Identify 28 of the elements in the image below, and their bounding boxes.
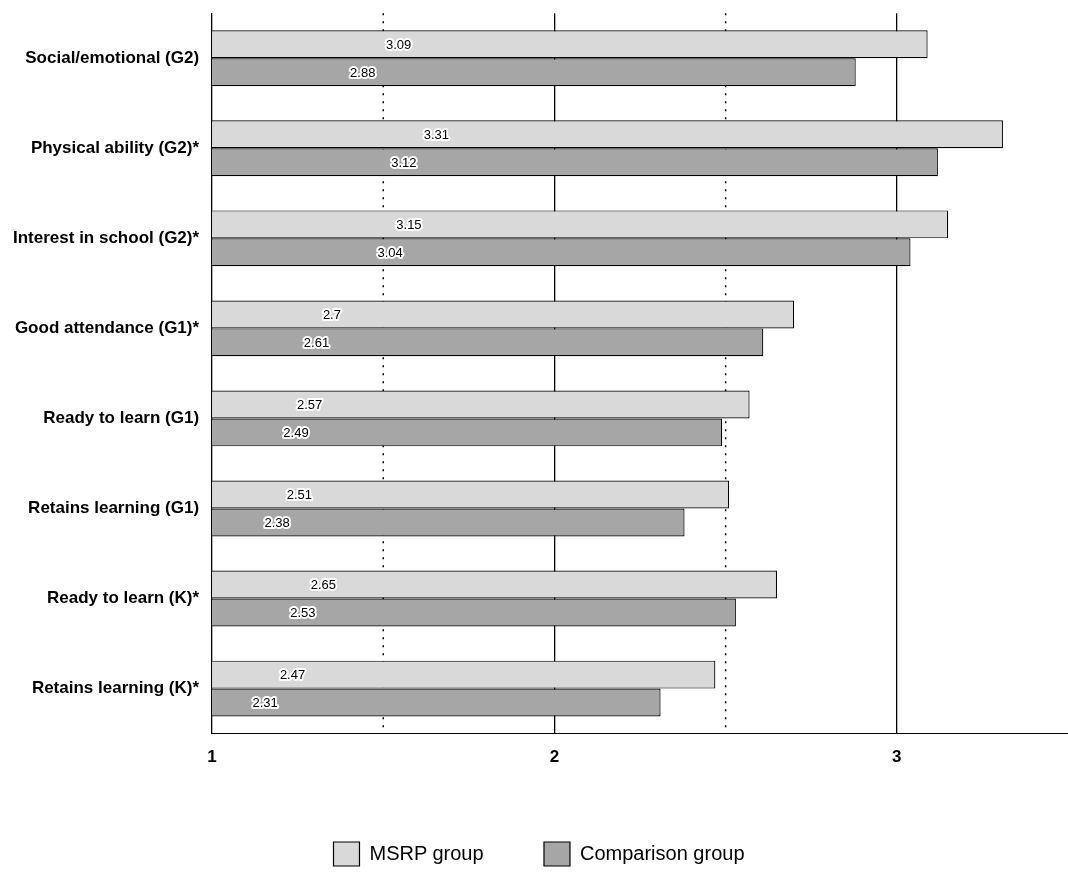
y-tick-label: Ready to learn (G1): [43, 408, 200, 428]
y-tick-label: Physical ability (G2)*: [30, 137, 200, 157]
x-tick-label: 3: [892, 747, 902, 767]
data-label: 3.04: [377, 244, 403, 260]
legend-label: Comparison group: [579, 841, 745, 864]
data-label: 2.88: [350, 64, 376, 80]
data-label: 2.47: [279, 667, 306, 683]
y-tick-label: Good attendance (G1)*: [14, 318, 200, 338]
data-label: 2.57: [297, 397, 323, 413]
legend-label: MSRP group: [369, 841, 484, 864]
x-tick-label: 2: [549, 747, 560, 767]
data-label: 3.09: [386, 36, 412, 52]
y-tick-label: Retains learning (K)*: [31, 678, 200, 698]
data-label: 2.31: [252, 695, 278, 711]
data-label: 2.7: [322, 307, 341, 322]
y-tick-label: Retains learning (G1): [28, 498, 200, 518]
y-tick-label: Ready to learn (K)*: [46, 588, 200, 608]
data-label: 3.31: [423, 126, 449, 142]
data-label: 2.53: [290, 605, 316, 621]
data-label: 3.12: [391, 154, 417, 170]
data-label: 2.65: [310, 577, 337, 593]
y-tick-label: Interest in school (G2)*: [12, 228, 200, 248]
x-tick-label: 1: [207, 747, 217, 767]
data-label: 2.61: [303, 334, 330, 350]
data-label: 2.38: [264, 515, 290, 531]
data-label: 2.51: [286, 487, 313, 503]
y-tick-label: Social/emotional (G2): [25, 47, 200, 67]
data-label: 3.15: [396, 216, 422, 232]
